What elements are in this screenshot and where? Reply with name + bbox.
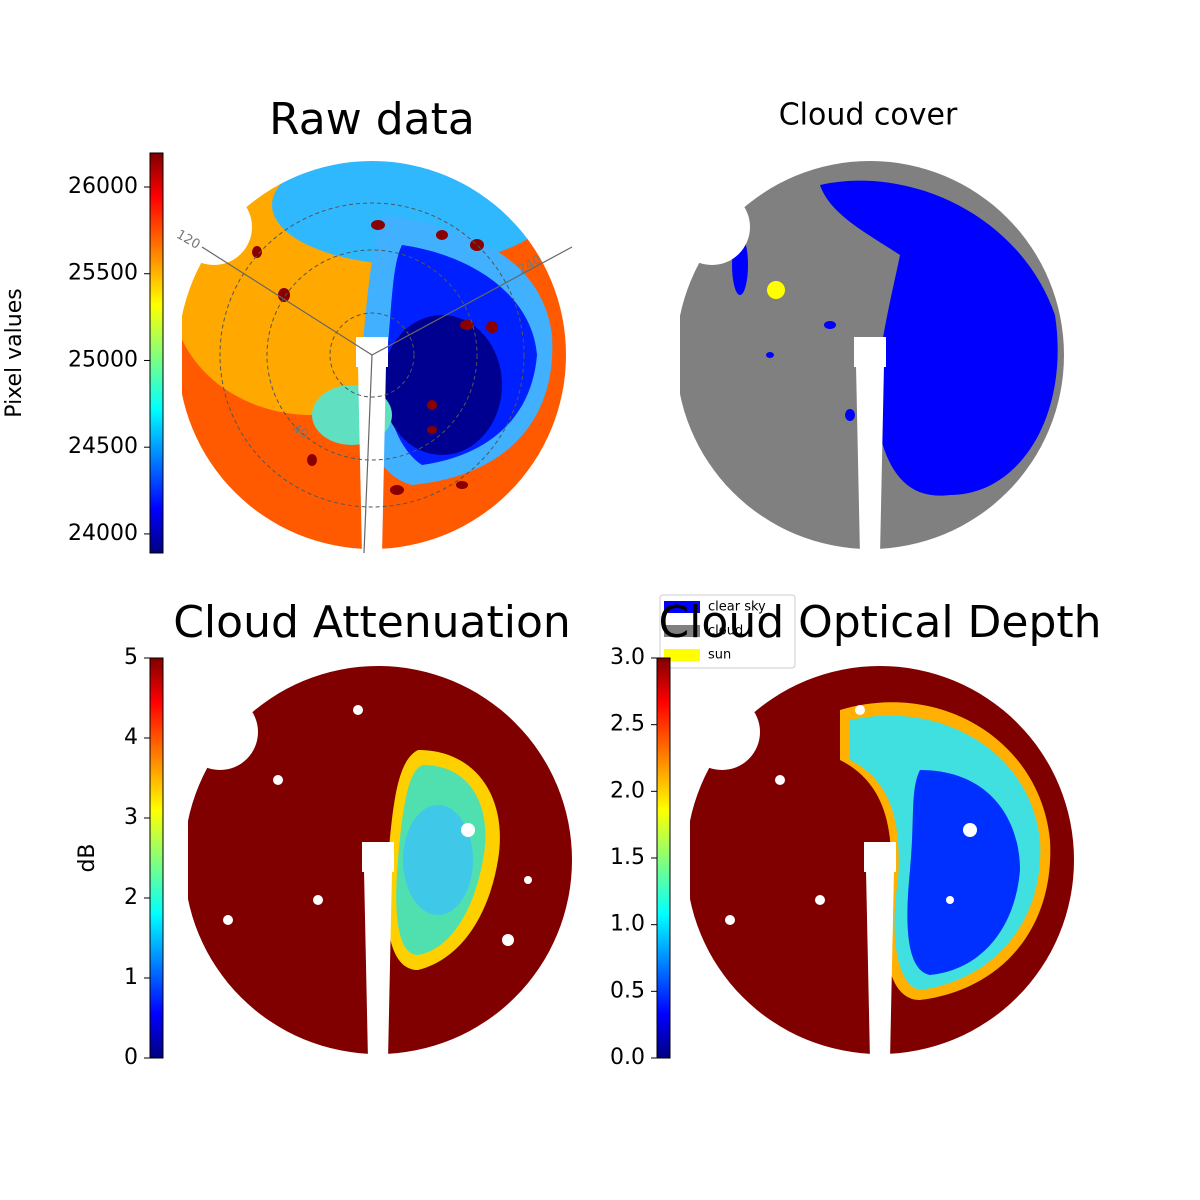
legend-patch xyxy=(664,625,700,637)
colorbar-tick-label: 0 xyxy=(124,1045,138,1070)
colorbar-tick-label: 24000 xyxy=(68,521,138,546)
colorbar-tick-label: 25500 xyxy=(68,261,138,286)
attenuation-image xyxy=(178,660,578,1060)
colorbar-tick-label: 0.5 xyxy=(610,978,645,1003)
colorbar-tick-label: 1.5 xyxy=(610,845,645,870)
panel-title: Raw data xyxy=(269,94,475,145)
legend-patch xyxy=(664,601,700,613)
legend-label: cloud xyxy=(708,624,743,639)
colorbar xyxy=(149,152,164,554)
colorbar xyxy=(656,657,671,1059)
colorbar-tick-label: 3 xyxy=(124,805,138,830)
colorbar-label: Pixel values xyxy=(2,288,27,417)
colorbar-tick-label: 1 xyxy=(124,965,138,990)
colorbar-tick-label: 4 xyxy=(124,725,138,750)
polar-label: 40 xyxy=(289,421,311,442)
panel-title: Cloud Optical Depth xyxy=(658,597,1101,648)
colorbar xyxy=(149,657,164,1059)
colorbar-tick-label: 25000 xyxy=(68,347,138,372)
legend-patch xyxy=(664,649,700,661)
panel-title: Cloud cover xyxy=(779,98,958,133)
colorbar-tick-label: 24500 xyxy=(68,434,138,459)
colorbar-tick-label: 3.0 xyxy=(610,645,645,670)
colorbar-tick-label: 2.0 xyxy=(610,778,645,803)
optical-depth-image xyxy=(680,660,1080,1060)
raw-image xyxy=(172,145,573,555)
colorbar-tick-label: 0.0 xyxy=(610,1045,645,1070)
legend-label: sun xyxy=(708,648,731,663)
colorbar-tick-label: 26000 xyxy=(68,174,138,199)
legend-label: clear sky xyxy=(708,600,766,615)
colorbar-tick-label: 2 xyxy=(124,885,138,910)
colorbar-tick-label: 1.0 xyxy=(610,912,645,937)
colorbar-tick-label: 2.5 xyxy=(610,712,645,737)
panel-title: Cloud Attenuation xyxy=(173,597,571,648)
colorbar-label: dB xyxy=(75,843,100,872)
cloud-cover-image xyxy=(670,155,1070,555)
colorbar-tick-label: 5 xyxy=(124,645,138,670)
